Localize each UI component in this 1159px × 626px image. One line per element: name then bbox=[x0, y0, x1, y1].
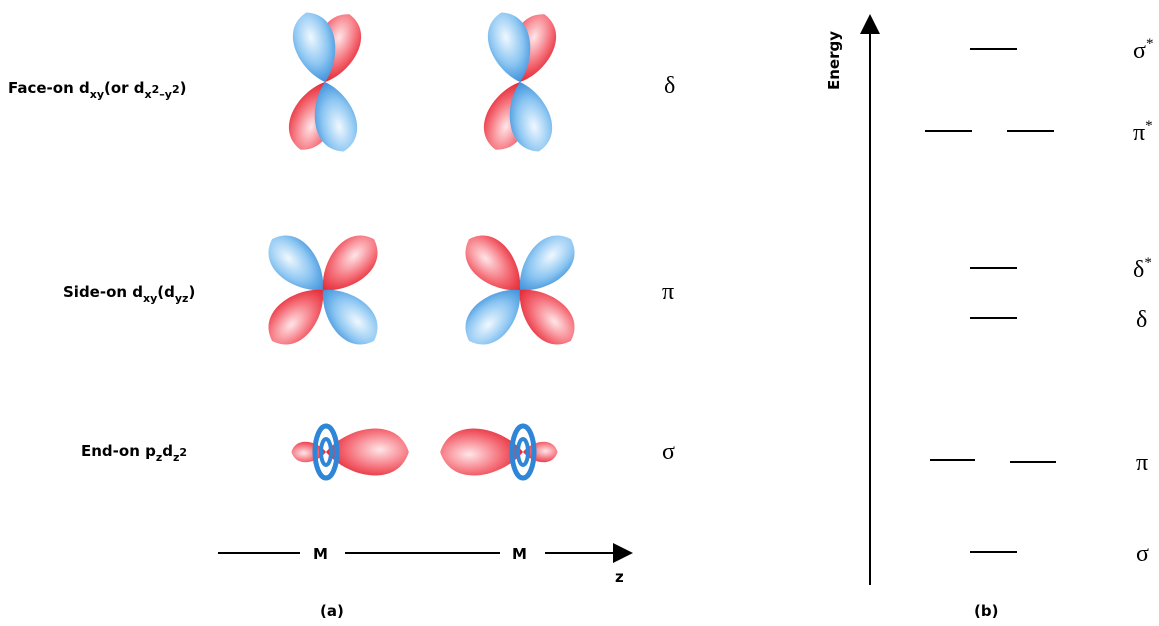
axis-label: z bbox=[615, 568, 624, 586]
bond-symbol: σ bbox=[662, 439, 675, 465]
level-label: π bbox=[1136, 450, 1148, 476]
arrowhead bbox=[613, 543, 633, 563]
orbital-end-on-right bbox=[440, 426, 557, 478]
row-label: Side-on dxy(dyz) bbox=[63, 283, 195, 305]
level-label: δ bbox=[1136, 307, 1147, 333]
orbital-end-on-left bbox=[291, 426, 408, 478]
axis-label: Energy bbox=[825, 31, 843, 90]
mo-diagram: Face-on dxy(or dx2–y2) Side-on dxy(dyz) … bbox=[0, 0, 1159, 626]
orbital-side-on-left bbox=[258, 225, 389, 356]
level-label: δ* bbox=[1133, 255, 1152, 283]
level-label: σ* bbox=[1133, 36, 1153, 64]
orbital-face-on-right bbox=[476, 7, 564, 157]
caption: (b) bbox=[974, 602, 998, 620]
level-label: π* bbox=[1133, 118, 1153, 146]
orbital-side-on-right bbox=[455, 225, 586, 356]
energy-levels bbox=[925, 49, 1056, 552]
orbital-face-on-left bbox=[281, 7, 369, 157]
atom-label: M bbox=[512, 545, 527, 563]
arrowhead bbox=[860, 14, 880, 34]
level-label: σ bbox=[1136, 541, 1149, 567]
bond-symbol: δ bbox=[664, 73, 675, 99]
caption: (a) bbox=[320, 602, 344, 620]
atom-label: M bbox=[313, 545, 328, 563]
bond-symbol: π bbox=[662, 279, 674, 305]
row-label: Face-on dxy(or dx2–y2) bbox=[8, 79, 186, 101]
row-label: End-on pzdz2 bbox=[81, 442, 187, 464]
